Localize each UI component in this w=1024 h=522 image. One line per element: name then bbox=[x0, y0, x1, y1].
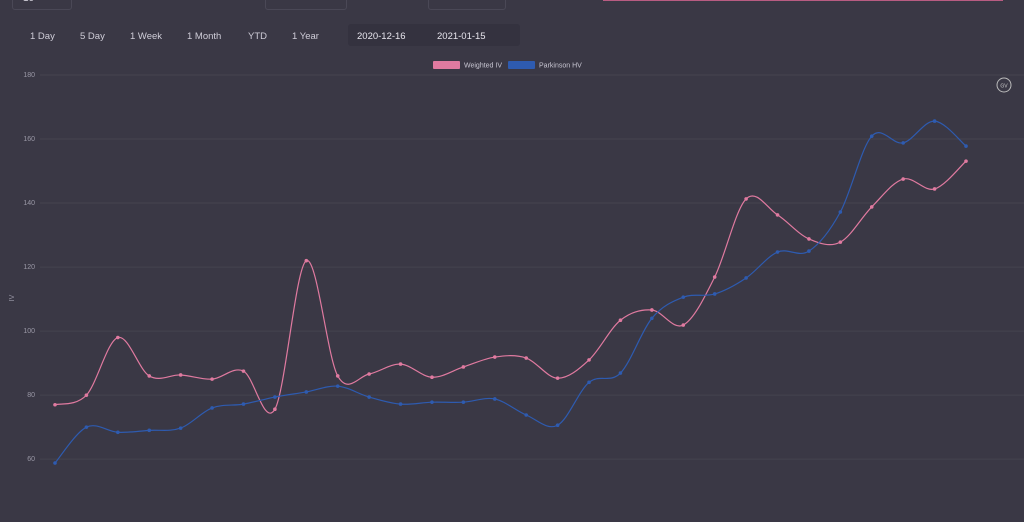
data-point bbox=[964, 144, 968, 148]
date-from[interactable]: 2020-12-16 bbox=[357, 31, 406, 42]
badge-text: GV bbox=[1000, 83, 1008, 89]
data-point bbox=[273, 407, 277, 412]
range-button[interactable]: 1 Day bbox=[30, 31, 55, 42]
data-point bbox=[775, 213, 780, 217]
data-point bbox=[492, 355, 497, 359]
data-point bbox=[807, 249, 811, 253]
data-point bbox=[838, 240, 843, 244]
y-tick-label: 140 bbox=[23, 200, 35, 207]
data-point bbox=[84, 425, 89, 429]
data-point bbox=[492, 397, 497, 401]
y-tick-label: 100 bbox=[23, 328, 35, 335]
legend-label: Weighted IV bbox=[464, 62, 502, 69]
dropdown[interactable] bbox=[428, 0, 506, 10]
range-button[interactable]: 1 Year bbox=[292, 31, 319, 42]
data-point bbox=[555, 376, 560, 380]
range-button[interactable]: YTD bbox=[248, 31, 267, 42]
data-point bbox=[587, 358, 591, 362]
data-point bbox=[869, 134, 874, 138]
range-button[interactable]: 1 Month bbox=[187, 31, 222, 42]
data-point bbox=[555, 423, 560, 428]
badge-icon[interactable] bbox=[996, 77, 1012, 93]
data-point bbox=[712, 275, 717, 279]
dropdown[interactable] bbox=[265, 0, 347, 10]
data-point bbox=[430, 375, 434, 380]
data-point bbox=[524, 413, 529, 417]
series-line bbox=[54, 160, 967, 414]
data-point bbox=[178, 426, 183, 430]
data-point bbox=[367, 372, 371, 376]
interval-value: 10 bbox=[23, 0, 34, 4]
data-point bbox=[775, 250, 780, 254]
data-point bbox=[901, 141, 905, 145]
data-point bbox=[932, 187, 937, 191]
data-point bbox=[712, 292, 717, 296]
data-point bbox=[210, 406, 214, 410]
y-tick-label: 80 bbox=[27, 392, 35, 399]
data-point bbox=[241, 402, 246, 406]
data-point bbox=[618, 371, 623, 375]
series-line bbox=[54, 120, 967, 464]
data-point bbox=[618, 318, 623, 323]
data-point bbox=[116, 430, 120, 435]
slider[interactable] bbox=[603, 0, 1003, 1]
data-point bbox=[650, 316, 654, 321]
data-point bbox=[587, 380, 591, 385]
data-point bbox=[147, 428, 152, 433]
data-point bbox=[210, 377, 214, 381]
data-point bbox=[241, 369, 246, 373]
data-point bbox=[681, 323, 686, 327]
data-point bbox=[744, 197, 748, 201]
data-point bbox=[524, 356, 529, 360]
legend-swatch bbox=[508, 61, 536, 69]
date-range[interactable] bbox=[348, 24, 520, 46]
data-point bbox=[304, 258, 309, 263]
data-point bbox=[901, 177, 905, 181]
data-point bbox=[335, 374, 340, 378]
date-to[interactable]: 2021-01-15 bbox=[437, 31, 486, 42]
y-tick-label: 60 bbox=[27, 456, 35, 463]
legend-swatch bbox=[433, 61, 460, 69]
data-point bbox=[398, 362, 403, 366]
data-point bbox=[932, 119, 937, 123]
data-point bbox=[147, 374, 152, 378]
data-point bbox=[178, 373, 183, 377]
data-point bbox=[461, 400, 466, 404]
data-point bbox=[273, 395, 277, 399]
interval-input[interactable]: 10 bbox=[12, 0, 72, 10]
range-button[interactable]: 5 Day bbox=[80, 31, 105, 42]
range-button[interactable]: 1 Week bbox=[130, 31, 163, 42]
y-tick-label: 160 bbox=[23, 136, 35, 143]
y-tick-label: 180 bbox=[23, 72, 35, 79]
data-point bbox=[869, 205, 874, 209]
data-point bbox=[744, 276, 748, 280]
data-point bbox=[335, 384, 340, 388]
y-tick-label: 120 bbox=[23, 264, 35, 271]
data-point bbox=[838, 210, 843, 214]
data-point bbox=[53, 461, 57, 465]
data-point bbox=[430, 400, 434, 404]
data-point bbox=[650, 308, 654, 312]
data-point bbox=[398, 402, 403, 406]
y-axis-label: IV bbox=[9, 294, 16, 301]
data-point bbox=[681, 295, 686, 299]
data-point bbox=[304, 390, 309, 394]
data-point bbox=[53, 402, 57, 407]
legend-label: Parkinson HV bbox=[539, 62, 582, 69]
data-point bbox=[116, 335, 120, 340]
data-point bbox=[964, 159, 968, 163]
data-point bbox=[367, 395, 371, 399]
data-point bbox=[461, 365, 466, 369]
data-point bbox=[84, 393, 89, 397]
data-point bbox=[807, 237, 811, 241]
